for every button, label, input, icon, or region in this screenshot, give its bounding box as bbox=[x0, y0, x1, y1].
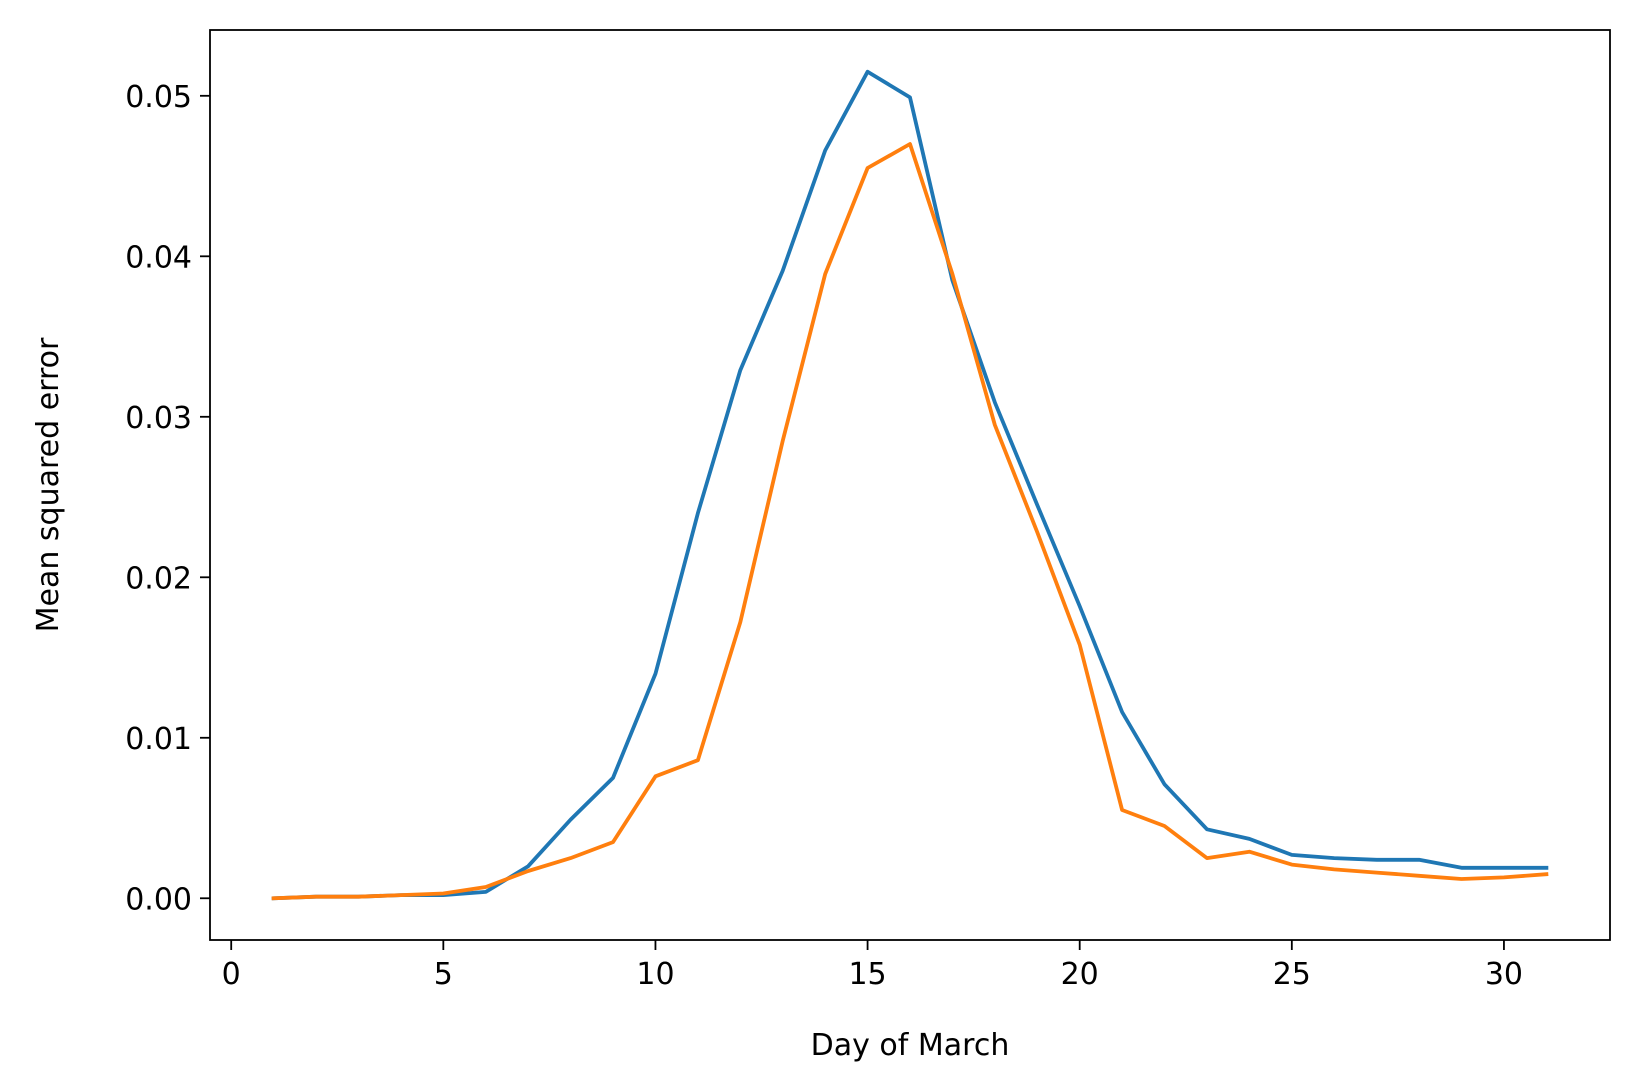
y-axis-label: Mean squared error bbox=[31, 337, 66, 632]
y-tick-label: 0.00 bbox=[125, 882, 192, 917]
y-axis-ticks: 0.00 0.01 0.02 0.03 0.04 0.05 bbox=[125, 80, 210, 917]
x-tick-label: 5 bbox=[434, 957, 453, 992]
y-tick-label: 0.05 bbox=[125, 80, 192, 115]
y-tick-label: 0.02 bbox=[125, 561, 192, 596]
x-axis-ticks: 0 5 10 15 20 25 30 bbox=[222, 940, 1523, 992]
series-layer bbox=[271, 69, 1549, 901]
series-line-1 bbox=[271, 69, 1549, 901]
y-tick-label: 0.03 bbox=[125, 401, 192, 436]
x-tick-label: 10 bbox=[636, 957, 674, 992]
x-axis-label: Day of March bbox=[811, 1028, 1010, 1063]
plot-frame bbox=[209, 29, 1611, 941]
x-tick-label: 25 bbox=[1273, 957, 1311, 992]
series-line-2 bbox=[271, 142, 1549, 901]
x-tick-label: 20 bbox=[1061, 957, 1099, 992]
y-tick-label: 0.01 bbox=[125, 722, 192, 757]
x-tick-label: 15 bbox=[848, 957, 886, 992]
x-tick-label: 0 bbox=[222, 957, 241, 992]
x-tick-label: 30 bbox=[1485, 957, 1523, 992]
y-tick-label: 0.04 bbox=[125, 240, 192, 275]
